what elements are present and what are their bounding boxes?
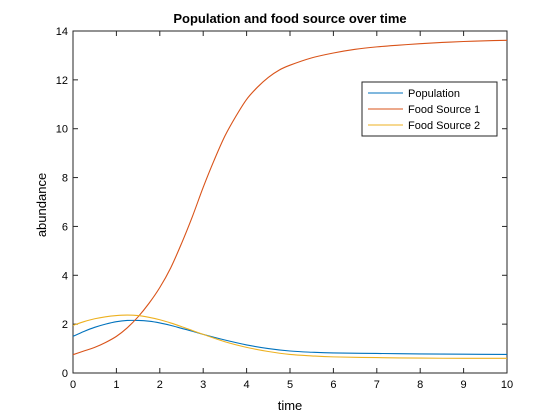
x-tick-label: 4 [244, 379, 250, 391]
y-tick-label: 2 [62, 319, 68, 331]
y-tick-label: 10 [56, 124, 68, 136]
x-tick-label: 7 [374, 379, 380, 391]
x-tick-label: 10 [501, 379, 513, 391]
y-tick-label: 14 [56, 26, 68, 38]
chart-title: Population and food source over time [173, 11, 406, 26]
x-tick-label: 5 [287, 379, 293, 391]
series-line-0 [72, 319, 508, 355]
x-tick-label: 0 [70, 379, 76, 391]
x-axis-label: time [278, 398, 303, 413]
y-tick-label: 12 [56, 75, 68, 87]
series-line-2 [72, 314, 508, 359]
series-line-1 [72, 39, 508, 356]
x-tick-label: 9 [461, 379, 467, 391]
legend: Population Food Source 1 Food Source 2 [361, 81, 498, 137]
y-tick-label: 0 [62, 368, 68, 380]
y-tick-label: 8 [62, 173, 68, 185]
legend-entry: Population [408, 88, 460, 100]
x-tick-label: 8 [417, 379, 423, 391]
legend-entry: Food Source 1 [408, 104, 480, 116]
y-tick-label: 6 [62, 221, 68, 233]
x-tick-label: 6 [330, 379, 336, 391]
y-tick-label: 4 [62, 270, 68, 282]
x-tick-label: 2 [157, 379, 163, 391]
x-tick-label: 1 [113, 379, 119, 391]
legend-entry: Food Source 2 [408, 120, 480, 132]
y-axis-label: abundance [34, 173, 49, 237]
x-tick-label: 3 [200, 379, 206, 391]
